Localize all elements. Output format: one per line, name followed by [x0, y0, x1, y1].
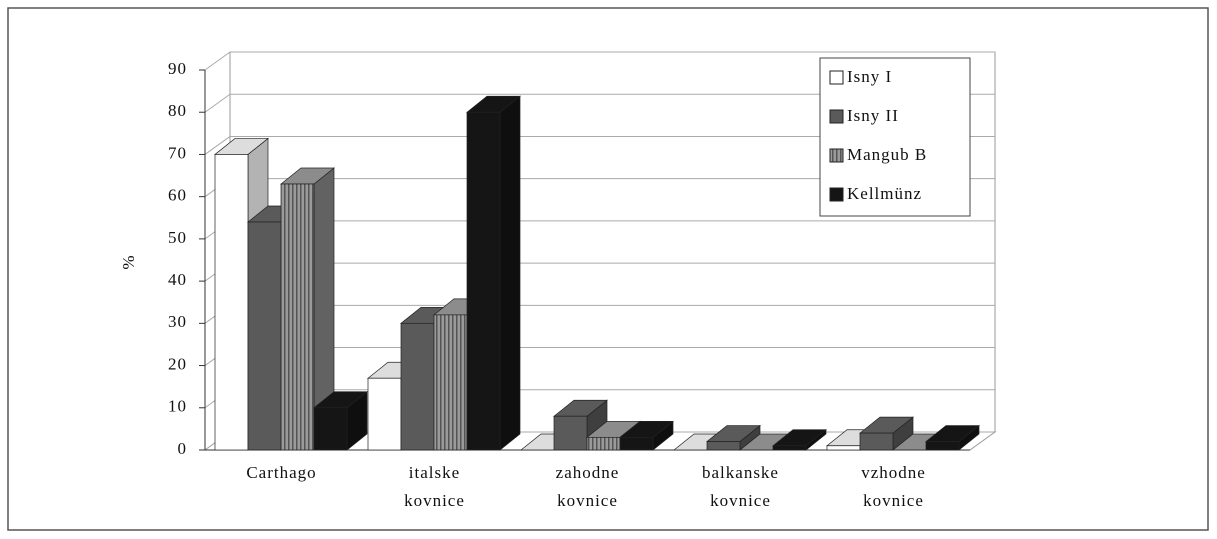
bar [367, 377, 402, 451]
y-tick-label: 60 [168, 186, 187, 205]
legend-swatch [829, 187, 844, 202]
bar [247, 221, 282, 451]
y-tick-label: 50 [168, 228, 187, 247]
y-tick-label: 10 [168, 397, 187, 416]
legend-box [819, 57, 971, 217]
legend-swatch [829, 70, 844, 85]
grid-line-side [204, 136, 231, 155]
y-tick-label: 20 [168, 354, 187, 373]
bar [466, 111, 501, 451]
bar [400, 322, 435, 451]
bar [826, 445, 861, 451]
y-tick-label: 30 [168, 312, 187, 331]
bar [586, 436, 621, 451]
bar [859, 432, 894, 451]
legend-swatch [829, 109, 844, 124]
bar [214, 154, 249, 451]
bar [553, 415, 588, 451]
legend-label: Isny II [847, 106, 899, 125]
y-tick-label: 70 [168, 143, 187, 162]
x-tick-label: zahodne kovnice [556, 463, 620, 510]
bar [706, 441, 741, 451]
bar-side [499, 95, 521, 451]
x-tick-label: italske kovnice [404, 463, 465, 510]
legend-swatch [829, 148, 844, 163]
bar [313, 407, 348, 451]
y-axis-label: % [119, 254, 138, 269]
x-tick-label: Carthago [246, 463, 316, 482]
bar [280, 183, 315, 451]
legend-label: Kellmünz [847, 184, 922, 203]
legend-label: Mangub B [847, 145, 927, 164]
x-tick-label: vzhodne kovnice [861, 463, 926, 510]
bar [772, 445, 807, 451]
grid-line-side [204, 51, 231, 71]
grid-line-side [204, 93, 231, 113]
y-tick-label: 80 [168, 101, 187, 120]
bar [925, 441, 960, 451]
legend-label: Isny I [847, 67, 892, 86]
bar [433, 314, 468, 451]
y-tick-label: 90 [168, 59, 187, 78]
y-tick-label: 0 [178, 439, 188, 458]
y-tick-label: 40 [168, 270, 187, 289]
bar [619, 436, 654, 451]
x-tick-label: balkanske kovnice [702, 463, 779, 510]
